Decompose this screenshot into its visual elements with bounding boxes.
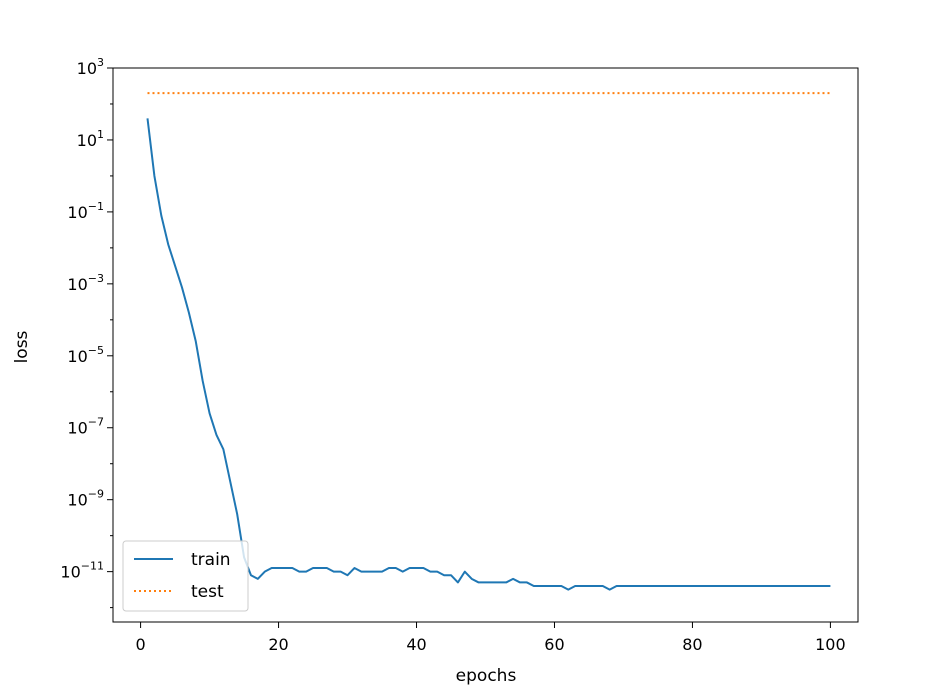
y-tick-label: 101 [77, 128, 104, 150]
y-tick-label: 10−3 [67, 272, 104, 294]
x-tick-label: 100 [815, 635, 846, 654]
y-tick-label: 10−7 [67, 416, 104, 438]
legend-label-test: test [191, 582, 224, 602]
legend-label-train: train [191, 550, 231, 570]
y-tick-label: 10−5 [67, 344, 104, 366]
series-layer [146, 92, 831, 591]
series-line-train [146, 118, 831, 591]
axes-frame [112, 67, 859, 623]
x-tick-label: 40 [406, 635, 426, 654]
y-axis: 10−11 10−9 10−7 10−5 10−3 10−1 101 103 [60, 56, 113, 609]
y-tick-label: 10−1 [67, 200, 104, 222]
x-axis: 0 20 40 60 80 100 [135, 622, 846, 654]
x-tick-label: 80 [682, 635, 702, 654]
y-axis-label: loss [12, 330, 32, 363]
y-tick-label: 10−11 [60, 560, 104, 582]
legend: train test [122, 540, 249, 612]
x-tick-label: 60 [544, 635, 564, 654]
x-tick-label: 20 [268, 635, 288, 654]
y-tick-label: 10−9 [67, 488, 104, 510]
y-tick-label: 103 [77, 56, 104, 78]
x-tick-label: 0 [135, 635, 145, 654]
x-axis-label: epochs [456, 666, 517, 686]
